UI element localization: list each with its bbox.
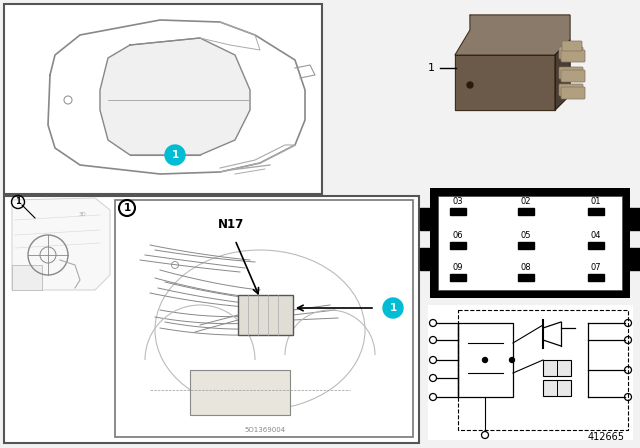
FancyBboxPatch shape <box>561 50 585 62</box>
Text: 1: 1 <box>389 303 397 313</box>
FancyBboxPatch shape <box>561 87 585 99</box>
Text: 09: 09 <box>452 263 463 272</box>
Text: 1: 1 <box>428 63 435 73</box>
Bar <box>420 248 432 270</box>
Bar <box>458 323 513 397</box>
Bar <box>4 4 322 194</box>
Bar <box>4 196 419 443</box>
Text: 1: 1 <box>15 198 21 207</box>
Bar <box>543 380 571 396</box>
Bar <box>628 208 640 230</box>
Bar <box>190 370 290 415</box>
Circle shape <box>509 358 515 362</box>
Circle shape <box>467 82 473 88</box>
Circle shape <box>483 358 488 362</box>
Bar <box>518 208 534 215</box>
Bar <box>115 200 413 437</box>
Text: 3D: 3D <box>78 212 86 217</box>
Bar <box>450 274 466 281</box>
Text: 08: 08 <box>521 263 531 272</box>
Bar <box>628 248 640 270</box>
Bar <box>238 295 293 335</box>
Text: 03: 03 <box>452 197 463 206</box>
Text: 05: 05 <box>521 231 531 240</box>
Text: N17: N17 <box>218 219 244 232</box>
Text: 412665: 412665 <box>588 432 625 442</box>
Bar <box>450 208 466 215</box>
Bar <box>458 310 628 430</box>
Bar <box>588 208 604 215</box>
Text: 06: 06 <box>452 231 463 240</box>
Polygon shape <box>555 40 570 110</box>
Polygon shape <box>100 38 250 155</box>
Text: 07: 07 <box>591 263 602 272</box>
Text: 02: 02 <box>521 197 531 206</box>
Bar <box>420 208 432 230</box>
Bar <box>543 360 571 376</box>
Text: 5O1369004: 5O1369004 <box>244 427 285 433</box>
FancyBboxPatch shape <box>559 47 583 59</box>
Bar <box>588 242 604 249</box>
Bar <box>518 242 534 249</box>
Polygon shape <box>455 55 555 110</box>
Bar <box>12 265 42 290</box>
Circle shape <box>165 145 185 165</box>
Bar <box>450 242 466 249</box>
FancyBboxPatch shape <box>561 70 585 82</box>
Circle shape <box>383 298 403 318</box>
Text: 01: 01 <box>591 197 601 206</box>
FancyBboxPatch shape <box>559 67 583 79</box>
Text: 04: 04 <box>591 231 601 240</box>
Text: 1: 1 <box>124 203 131 213</box>
Polygon shape <box>455 15 570 55</box>
Bar <box>518 274 534 281</box>
Polygon shape <box>12 198 110 290</box>
Bar <box>430 188 630 298</box>
Bar <box>588 274 604 281</box>
Bar <box>428 305 633 440</box>
FancyBboxPatch shape <box>559 84 583 96</box>
Bar <box>438 196 622 290</box>
Text: 1: 1 <box>172 150 179 160</box>
FancyBboxPatch shape <box>562 41 582 51</box>
